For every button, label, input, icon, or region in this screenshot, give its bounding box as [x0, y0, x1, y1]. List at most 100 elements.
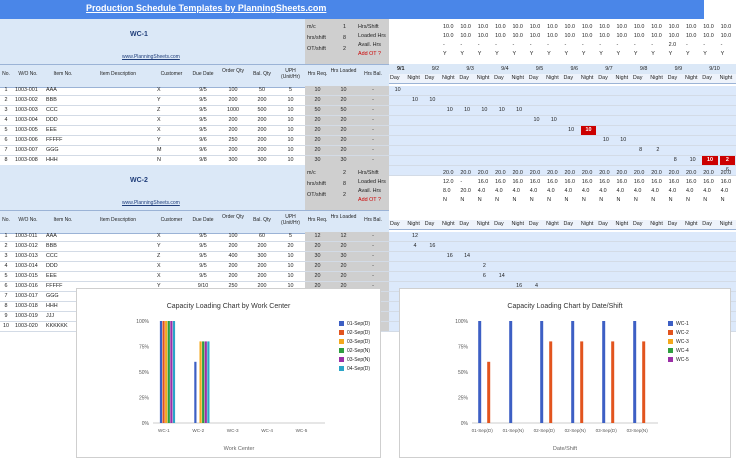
cell-bal[interactable]: 200 — [257, 127, 267, 133]
cell-wo[interactable]: 1003-007 — [15, 147, 38, 153]
cell-item[interactable]: GGG — [46, 293, 59, 299]
cell-order[interactable]: 200 — [228, 147, 238, 153]
cell-order[interactable]: 300 — [228, 157, 238, 163]
cell-uph[interactable]: 10 — [287, 273, 294, 279]
schedule-cell[interactable]: 10 — [550, 117, 557, 123]
cell-cust[interactable]: X — [157, 127, 161, 133]
legend-item[interactable]: WC-2 — [668, 330, 689, 336]
cell-req[interactable]: 20 — [314, 117, 321, 123]
cell-req[interactable]: 20 — [314, 283, 321, 289]
cell-wo[interactable]: 1003-011 — [15, 233, 38, 239]
cell-cust[interactable]: X — [157, 117, 161, 123]
cell-wo[interactable]: 1003-012 — [15, 243, 38, 249]
capacity-value[interactable]: N — [495, 197, 499, 203]
cell-loaded[interactable]: 50 — [340, 107, 347, 113]
cell-bal[interactable]: 300 — [257, 253, 267, 259]
cell-loaded[interactable]: 30 — [340, 253, 347, 259]
cell-req[interactable]: 50 — [314, 107, 321, 113]
capacity-value[interactable]: Y — [529, 51, 534, 57]
legend-item[interactable]: WC-3 — [668, 339, 689, 345]
cell-loaded[interactable]: 20 — [340, 117, 347, 123]
bar-03-Sep(N)-WC-2[interactable] — [204, 341, 207, 423]
cell-order[interactable]: 1000 — [227, 107, 239, 113]
cell-loaded[interactable]: 10 — [340, 87, 347, 93]
capacity-value[interactable]: Y — [581, 51, 586, 57]
cell-wo[interactable]: 1003-017 — [15, 293, 38, 299]
schedule-cell[interactable]: 14 — [498, 273, 505, 279]
setting-value[interactable]: 8 — [343, 181, 346, 187]
schedule-cell[interactable]: 10 — [464, 107, 471, 113]
schedule-cell[interactable]: 10 — [412, 97, 419, 103]
cell-cust[interactable]: Y — [157, 243, 161, 249]
cell-wo[interactable]: 1003-019 — [15, 313, 38, 319]
capacity-value[interactable]: N — [720, 197, 725, 203]
cell-req[interactable]: 20 — [314, 147, 321, 153]
cell-req[interactable]: 20 — [314, 243, 321, 249]
legend-item[interactable]: 03-Sep(D) — [339, 339, 370, 345]
capacity-value[interactable]: N — [529, 197, 534, 203]
cell-bal[interactable]: 200 — [257, 243, 267, 249]
cell-hbal[interactable]: - — [372, 117, 374, 123]
capacity-value[interactable]: Y — [685, 51, 690, 57]
capacity-value[interactable]: Y — [651, 51, 655, 57]
cell-cust[interactable]: M — [157, 147, 162, 153]
capacity-value[interactable]: Y — [443, 51, 447, 57]
bar-04-Sep(D)-WC-2[interactable] — [207, 341, 210, 423]
cell-order[interactable]: 200 — [228, 263, 238, 269]
chart-legend[interactable]: WC-1 WC-2 WC-3 WC-4 WC-5 — [668, 321, 728, 366]
cell-no[interactable]: 4 — [4, 263, 8, 269]
cell-hbal[interactable]: - — [372, 233, 374, 239]
cell-hbal[interactable]: - — [372, 87, 374, 93]
cell-hbal[interactable]: - — [372, 243, 374, 249]
cell-cust[interactable]: X — [157, 87, 161, 93]
cell-bal[interactable]: 200 — [257, 283, 267, 289]
cell-order[interactable]: 200 — [228, 117, 238, 123]
cell-no[interactable]: 2 — [4, 243, 8, 249]
cell-cust[interactable]: Z — [157, 107, 161, 113]
cell-bal[interactable]: 60 — [259, 233, 265, 239]
bar-03-Sep(D)-WC-2[interactable] — [199, 341, 202, 423]
cell-cust[interactable]: Y — [157, 137, 161, 143]
schedule-cell[interactable]: 2 — [482, 263, 486, 269]
cell-item[interactable]: BBB — [46, 243, 57, 249]
legend-item[interactable]: WC-5 — [668, 357, 689, 363]
cell-due[interactable]: 9/5 — [199, 253, 207, 259]
schedule-cell[interactable]: 10 — [533, 117, 540, 123]
capacity-value[interactable]: N — [547, 197, 552, 203]
bar-WC-1-01-Sep(D)[interactable] — [478, 321, 482, 423]
cell-hbal[interactable]: - — [372, 273, 374, 279]
capacity-value[interactable]: Y — [477, 51, 482, 57]
cell-item[interactable]: EEE — [46, 127, 57, 133]
capacity-value[interactable]: Y — [633, 51, 638, 57]
cell-uph[interactable]: 20 — [287, 243, 294, 249]
cell-uph[interactable]: 10 — [287, 127, 294, 133]
cell-item[interactable]: FFFFF — [46, 283, 63, 289]
cell-hbal[interactable]: - — [372, 157, 374, 163]
cell-wo[interactable]: 1003-015 — [15, 273, 38, 279]
bar-02-Sep(N)-WC-1[interactable] — [167, 321, 170, 423]
cell-req[interactable]: 10 — [314, 87, 321, 93]
cell-req[interactable]: 12 — [314, 233, 321, 239]
schedule-cell[interactable]: 6 — [482, 273, 486, 279]
cell-req[interactable]: 20 — [314, 273, 321, 279]
cell-cust[interactable]: Y — [157, 97, 161, 103]
capacity-value[interactable]: N — [460, 197, 465, 203]
bar-03-Sep(N)-WC-1[interactable] — [170, 321, 173, 423]
cell-hbal[interactable]: - — [372, 147, 374, 153]
cell-due[interactable]: 9/6 — [199, 147, 207, 153]
cell-due[interactable]: 9/5 — [199, 87, 207, 93]
bar-WC-1-02-Sep(D)[interactable] — [540, 321, 544, 423]
cell-order[interactable]: 200 — [228, 97, 238, 103]
schedule-cell[interactable]: 12 — [412, 233, 419, 239]
cell-uph[interactable]: 10 — [287, 97, 294, 103]
cell-bal[interactable]: 50 — [259, 87, 265, 93]
cell-loaded[interactable]: 20 — [340, 263, 347, 269]
cell-uph[interactable]: 10 — [287, 263, 294, 269]
bar-02-Sep(N)-WC-2[interactable] — [202, 341, 205, 423]
cell-wo[interactable]: 1003-003 — [15, 107, 38, 113]
cell-no[interactable]: 9 — [4, 313, 8, 319]
cell-wo[interactable]: 1003-001 — [15, 87, 38, 93]
cell-uph[interactable]: 10 — [287, 107, 294, 113]
cell-no[interactable]: 7 — [4, 147, 8, 153]
cell-item[interactable]: AAA — [46, 87, 57, 93]
